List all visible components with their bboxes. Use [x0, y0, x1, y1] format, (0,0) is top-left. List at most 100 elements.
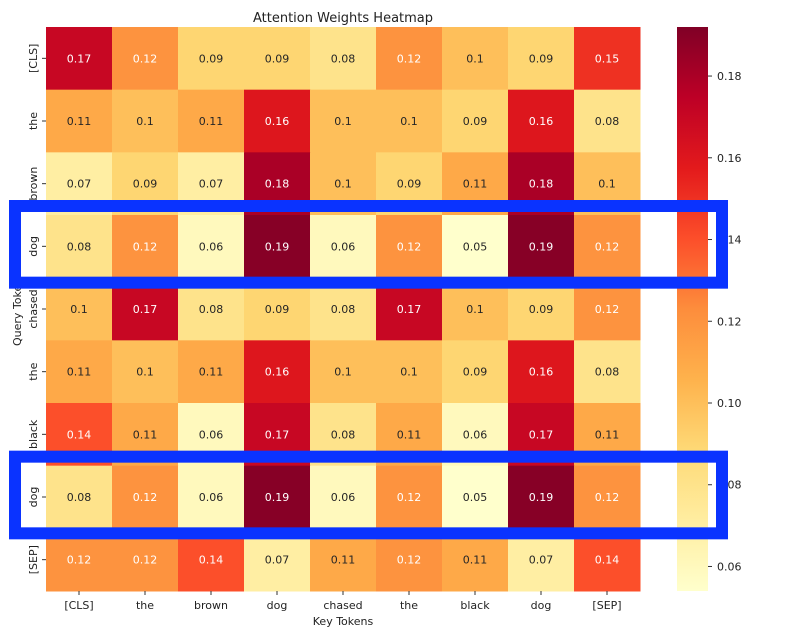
heatmap-cell	[112, 27, 179, 91]
cell-label: 0.1	[70, 303, 88, 316]
cell-label: 0.14	[595, 554, 620, 567]
cell-label: 0.11	[397, 428, 422, 441]
cell-label: 0.09	[397, 178, 422, 191]
heatmap-cell	[244, 27, 311, 91]
cell-label: 0.1	[400, 366, 418, 379]
cell-label: 0.09	[529, 303, 554, 316]
cell-label: 0.12	[133, 52, 158, 65]
heatmap-cell	[508, 215, 575, 279]
cell-label: 0.12	[397, 52, 422, 65]
cell-label: 0.06	[331, 491, 356, 504]
cell-label: 0.08	[331, 303, 356, 316]
cell-label: 0.11	[463, 554, 488, 567]
x-tick-label: chased	[323, 599, 362, 612]
row-highlight-box	[9, 450, 728, 540]
y-axis-label: Query Tokens	[11, 272, 24, 346]
cell-label: 0.16	[529, 115, 554, 128]
heatmap-cell	[112, 89, 179, 153]
cell-label: 0.1	[466, 52, 484, 65]
heatmap-cell	[178, 340, 245, 404]
heatmap-cell	[178, 27, 245, 91]
heatmap-cell	[46, 465, 113, 529]
y-tick-label: the	[27, 362, 40, 380]
y-tick-label: [SEP]	[27, 545, 40, 574]
cell-label: 0.16	[265, 366, 290, 379]
heatmap-cell	[46, 215, 113, 279]
heatmap-cell	[442, 215, 509, 279]
cell-label: 0.08	[331, 52, 356, 65]
cell-label: 0.06	[199, 240, 224, 253]
cell-label: 0.1	[334, 178, 352, 191]
cell-label: 0.06	[199, 491, 224, 504]
cell-label: 0.06	[331, 240, 356, 253]
heatmap-cell	[178, 465, 245, 529]
cell-label: 0.11	[67, 115, 92, 128]
cell-label: 0.09	[133, 178, 158, 191]
cell-label: 0.07	[199, 178, 224, 191]
x-tick-label: [CLS]	[64, 599, 93, 612]
heatmap-cell	[310, 89, 377, 153]
y-tick-label: black	[27, 419, 40, 449]
cell-label: 0.08	[67, 240, 92, 253]
cell-label: 0.19	[529, 491, 554, 504]
heatmap-cell	[508, 89, 575, 153]
cell-label: 0.15	[595, 52, 620, 65]
x-tick-label: the	[400, 599, 418, 612]
y-tick-label: brown	[27, 167, 40, 201]
cell-label: 0.17	[265, 428, 290, 441]
cell-label: 0.1	[334, 366, 352, 379]
colorbar-tick-label: 0.18	[717, 70, 742, 83]
cell-label: 0.18	[529, 178, 554, 191]
x-tick-label: dog	[267, 599, 288, 612]
y-tick-label: dog	[27, 487, 40, 508]
cell-label: 0.11	[67, 366, 92, 379]
x-tick-label: dog	[531, 599, 552, 612]
cell-label: 0.09	[463, 366, 488, 379]
cell-label: 0.09	[463, 115, 488, 128]
cell-label: 0.19	[265, 240, 290, 253]
cell-label: 0.08	[595, 115, 620, 128]
x-tick-label: the	[136, 599, 154, 612]
heatmap-cell	[376, 215, 443, 279]
cell-label: 0.12	[595, 491, 620, 504]
heatmap-cell	[376, 89, 443, 153]
heatmap-cell	[376, 465, 443, 529]
x-axis-label: Key Tokens	[313, 615, 374, 628]
cell-label: 0.14	[199, 554, 224, 567]
heatmap-cell	[508, 27, 575, 91]
cell-label: 0.06	[463, 428, 488, 441]
cell-label: 0.17	[133, 303, 158, 316]
cell-label: 0.1	[466, 303, 484, 316]
cell-label: 0.08	[67, 491, 92, 504]
cell-label: 0.07	[265, 554, 290, 567]
colorbar-tick-label: 0.06	[717, 560, 742, 573]
heatmap-cell	[442, 465, 509, 529]
y-tick-label: the	[27, 112, 40, 130]
cell-label: 0.05	[463, 240, 488, 253]
cell-label: 0.14	[67, 428, 92, 441]
cell-label: 0.11	[133, 428, 158, 441]
cell-label: 0.1	[598, 178, 616, 191]
cell-label: 0.19	[265, 491, 290, 504]
cell-label: 0.1	[136, 115, 154, 128]
cell-label: 0.1	[400, 115, 418, 128]
cell-label: 0.17	[397, 303, 422, 316]
cell-label: 0.12	[595, 240, 620, 253]
heatmap-cell	[442, 340, 509, 404]
heatmap-cell	[574, 215, 641, 279]
cell-label: 0.09	[529, 52, 554, 65]
colorbar-tick-label: 0.10	[717, 397, 742, 410]
colorbar-tick-label: 0.16	[717, 152, 742, 165]
cell-label: 0.08	[331, 428, 356, 441]
heatmap-cell	[310, 27, 377, 91]
cell-label: 0.1	[334, 115, 352, 128]
heatmap-cell	[178, 89, 245, 153]
heatmap-cell	[376, 340, 443, 404]
y-tick-label: [CLS]	[27, 44, 40, 73]
heatmap-cell	[46, 340, 113, 404]
heatmap-cell	[244, 465, 311, 529]
cell-label: 0.06	[199, 428, 224, 441]
heatmap-cell	[310, 340, 377, 404]
heatmap-cell	[244, 215, 311, 279]
cell-label: 0.17	[67, 52, 92, 65]
